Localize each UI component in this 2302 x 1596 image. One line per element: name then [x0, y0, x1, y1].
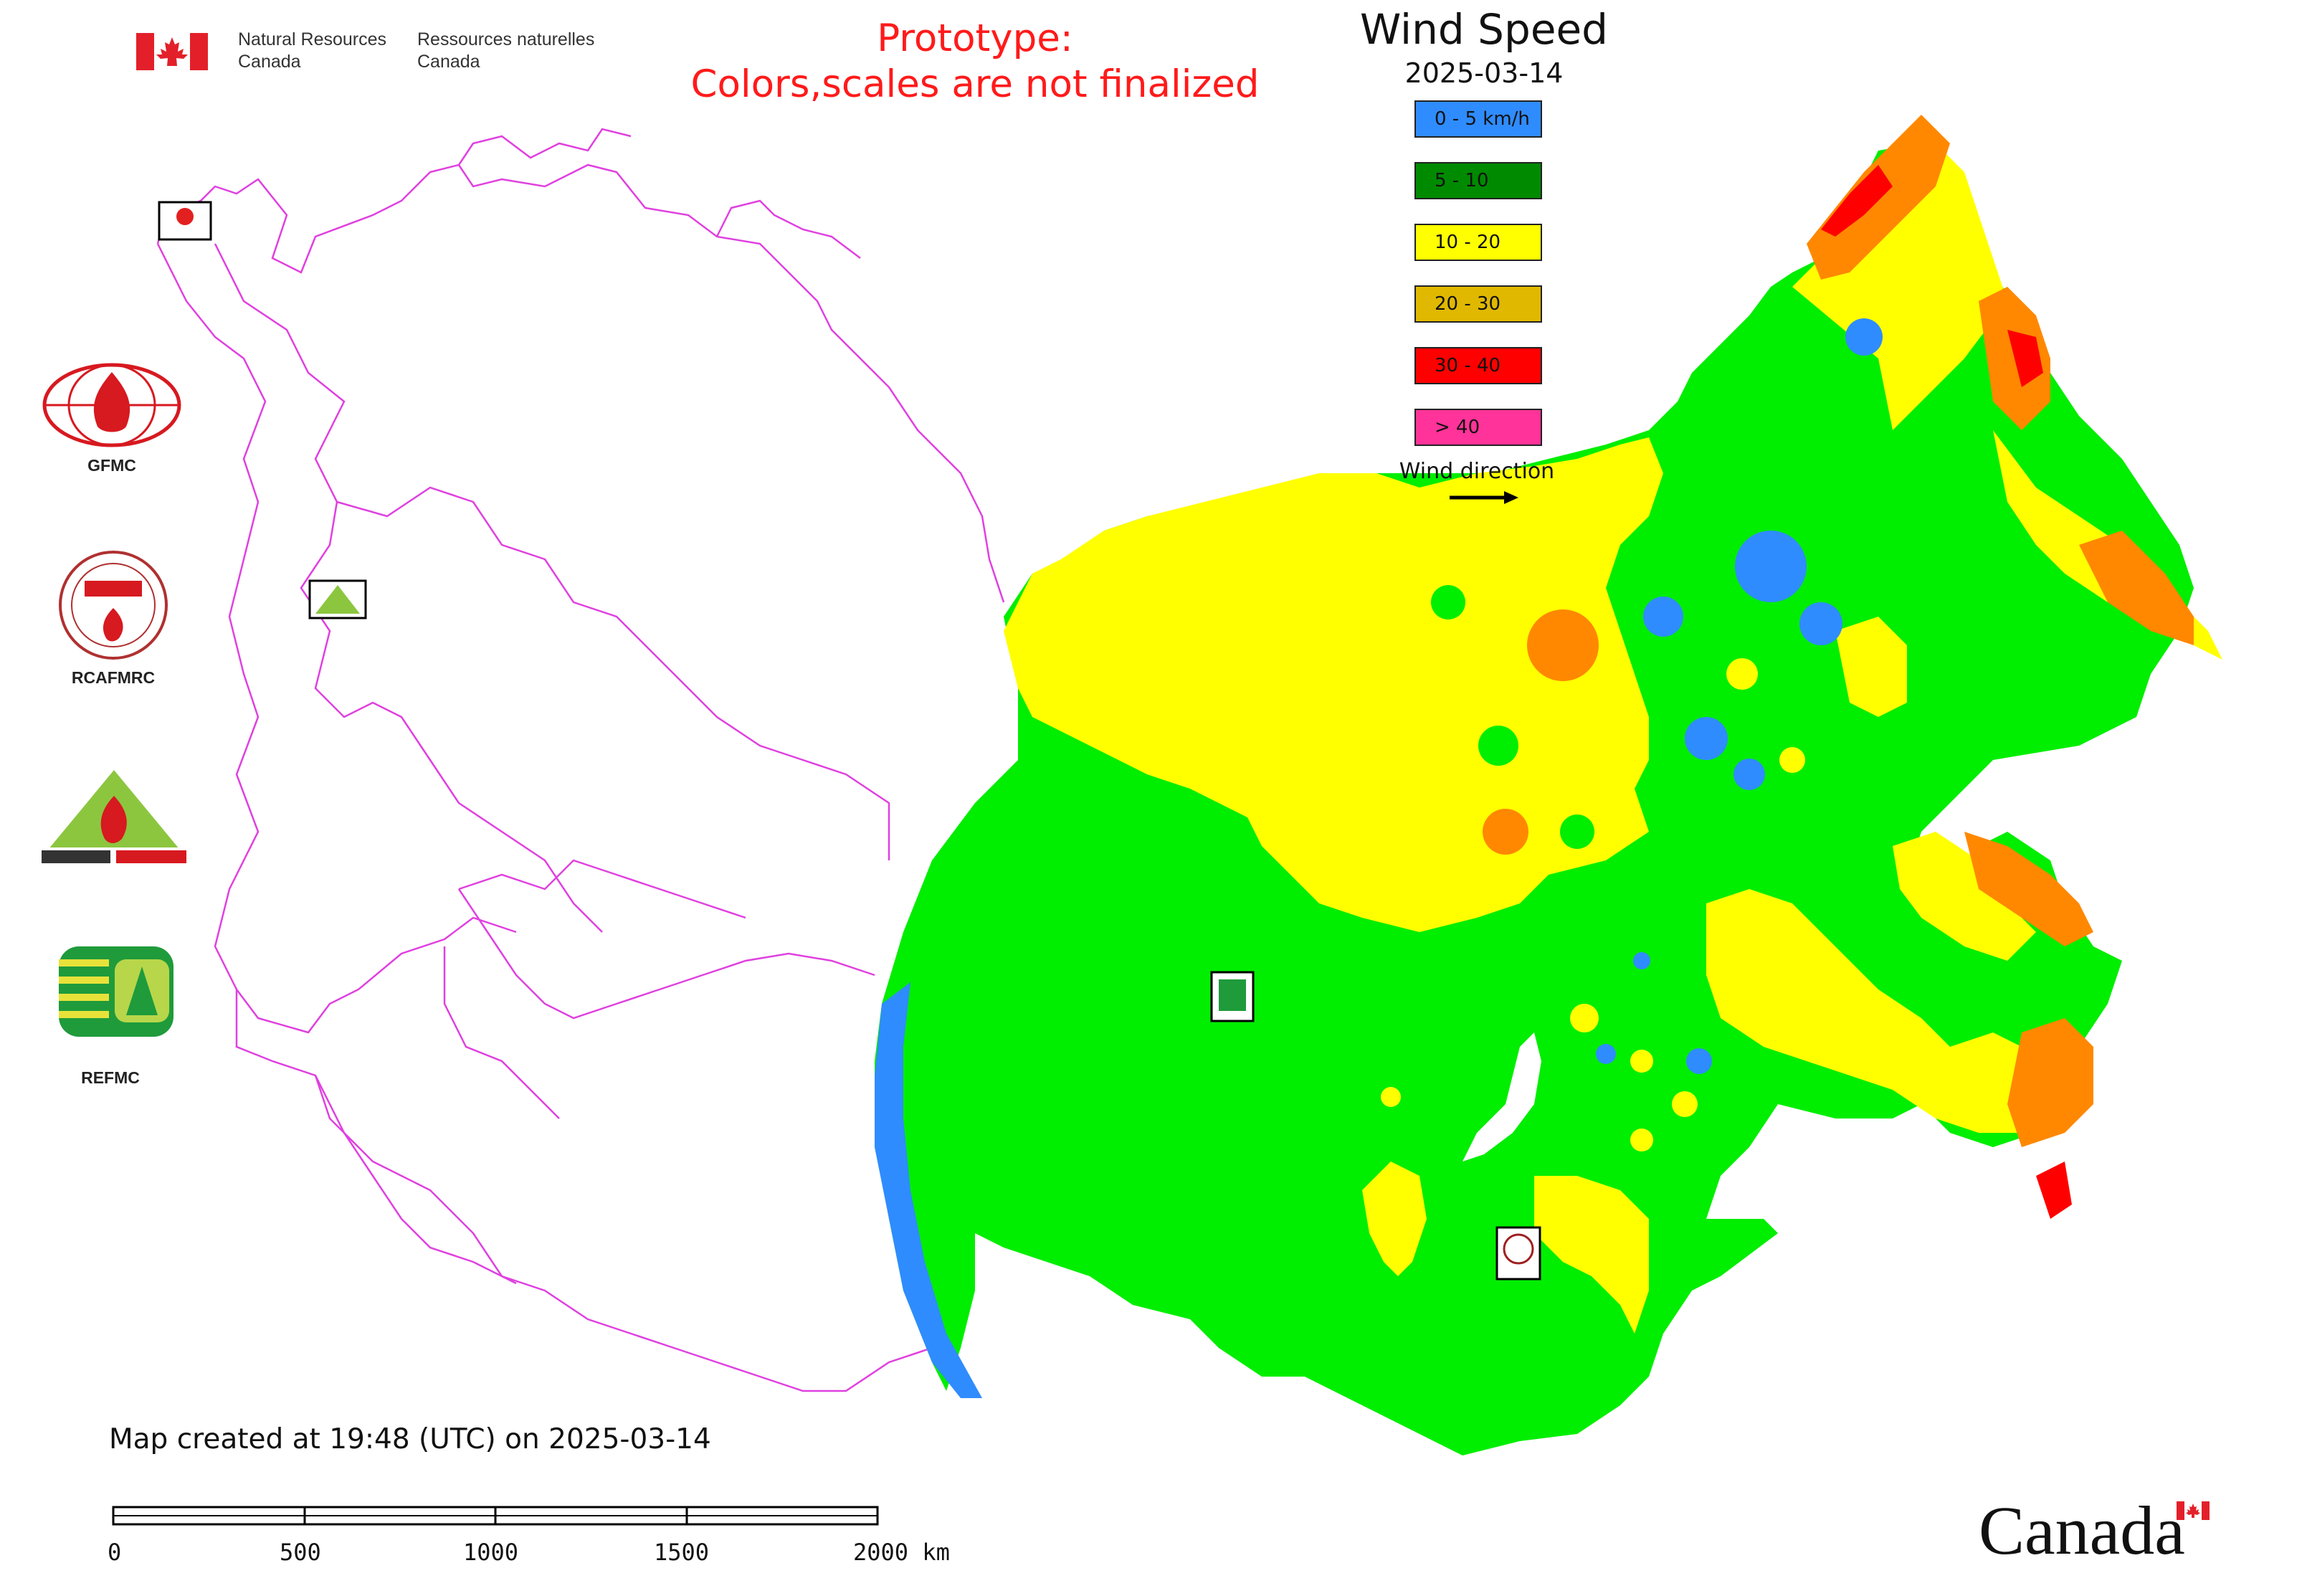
scale-tick-1000: 1000 [463, 1539, 519, 1566]
rcafmrc-label: RCAFMRC [71, 668, 156, 687]
refmc-label: REFMC [81, 1068, 140, 1087]
canada-wordmark-text: Canada [1979, 1492, 2185, 1569]
prototype-notice-line1: Prototype: [877, 16, 1073, 60]
gfmc-label: GFMC [87, 456, 136, 475]
legend-item-30-40: 30 - 40 [1414, 347, 1542, 384]
legend-label: 0 - 5 km/h [1435, 108, 1530, 130]
department-name-english: Natural Resources Canada [238, 29, 386, 73]
scale-tick-1500: 1500 [654, 1539, 710, 1566]
prototype-notice: Prototype: Colors,scales are not finaliz… [617, 16, 1333, 108]
legend-item-20-30: 20 - 30 [1414, 285, 1542, 323]
legend-label: 10 - 20 [1435, 232, 1501, 253]
center-markers [158, 201, 1541, 1281]
map-date: 2025-03-14 [1404, 57, 1564, 89]
rcafmrc-logo [59, 551, 168, 660]
gfmc-logo [42, 363, 181, 447]
legend-label: 30 - 40 [1435, 355, 1501, 376]
legend-label: 5 - 10 [1435, 170, 1489, 191]
wind-direction-label: Wind direction [1399, 459, 1555, 484]
reefmc-logo [37, 770, 191, 866]
dept-fr-line2: Canada [417, 52, 480, 72]
dept-en-line1: Natural Resources [238, 29, 387, 49]
map-created-note: Map created at 19:48 (UTC) on 2025-03-14 [109, 1423, 711, 1455]
dept-fr-line1: Ressources naturelles [417, 29, 595, 49]
wind-zones [875, 115, 2222, 1455]
wind-direction-arrow-icon [1450, 491, 1518, 504]
scale-tick-2000: 2000 km [853, 1539, 950, 1566]
scale-tick-0: 0 [108, 1539, 122, 1566]
legend-item-10-20: 10 - 20 [1414, 224, 1542, 261]
legend-item-0-5: 0 - 5 km/h [1414, 100, 1542, 138]
map-title-block: Wind Speed 2025-03-14 [1305, 4, 1663, 89]
prototype-notice-line2: Colors,scales are not finalized [690, 62, 1260, 106]
wordmark-flag-icon [2177, 1501, 2210, 1520]
legend-label: 20 - 30 [1435, 293, 1501, 315]
dept-en-line2: Canada [238, 52, 301, 72]
legend-label: > 40 [1435, 417, 1480, 438]
scale-tick-500: 500 [280, 1539, 321, 1566]
legend-item-over-40: > 40 [1414, 409, 1542, 446]
department-name-french: Ressources naturelles Canada [417, 29, 594, 73]
government-header: Natural Resources Canada Ressources natu… [136, 27, 624, 77]
scale-bar: 0 500 1000 1500 2000 km [108, 1501, 968, 1587]
scale-bar-graphic [112, 1506, 879, 1526]
refmc-logo [59, 946, 173, 1037]
canada-flag-icon [136, 33, 208, 70]
country-boundaries-west [156, 128, 1005, 1392]
map-title: Wind Speed [1359, 5, 1609, 54]
legend-item-5-10: 5 - 10 [1414, 162, 1542, 199]
canada-wordmark: Canada [1979, 1491, 2222, 1570]
